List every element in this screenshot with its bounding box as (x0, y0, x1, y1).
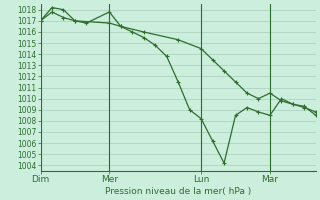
X-axis label: Pression niveau de la mer( hPa ): Pression niveau de la mer( hPa ) (105, 187, 251, 196)
